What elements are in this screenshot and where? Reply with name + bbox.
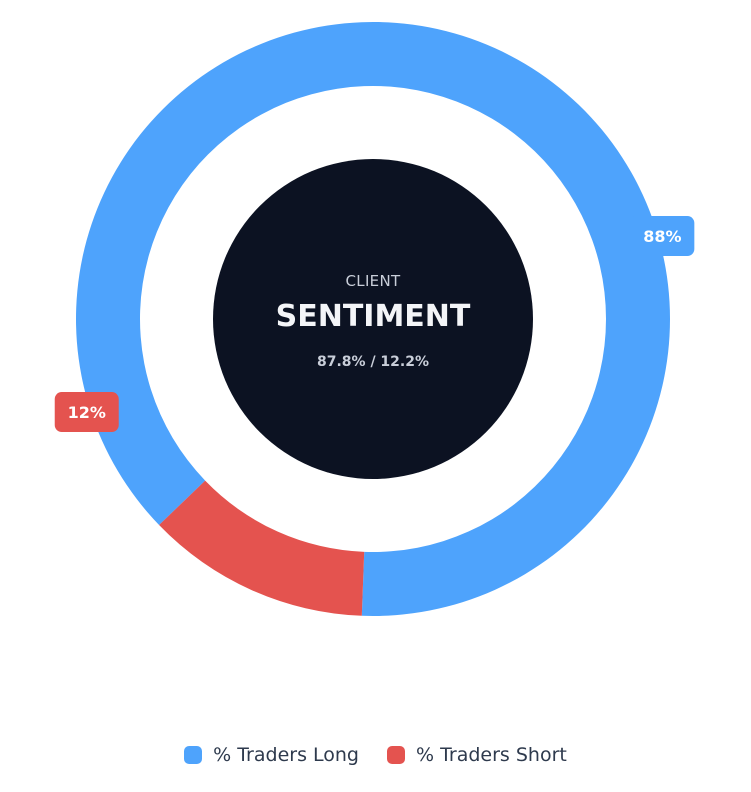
data-label-text-short: 12% (68, 403, 106, 422)
legend-label-long: % Traders Long (213, 744, 359, 766)
legend-swatch-long (184, 746, 203, 764)
slice-short[interactable] (159, 480, 365, 616)
legend-swatch-short (386, 746, 405, 764)
data-label-badge-long (630, 216, 695, 257)
legend-item-long[interactable]: % Traders Long (184, 744, 359, 766)
data-label-short: 12% (54, 392, 119, 433)
chart-legend: % Traders Long % Traders Short (0, 744, 751, 766)
center-ratio: 87.8% / 12.2% (317, 354, 429, 370)
data-label-long: 88% (630, 216, 695, 257)
data-label-badge-short (54, 392, 119, 433)
chart-slices (76, 22, 671, 616)
chart-data-labels: 88% 12% (54, 216, 695, 433)
legend-label-short: % Traders Short (415, 744, 567, 766)
legend-item-short[interactable]: % Traders Short (386, 744, 567, 766)
center-disc (213, 159, 533, 479)
center-title: SENTIMENT (276, 299, 471, 334)
center-caption: CLIENT (346, 272, 401, 290)
data-label-text-long: 88% (643, 227, 681, 246)
